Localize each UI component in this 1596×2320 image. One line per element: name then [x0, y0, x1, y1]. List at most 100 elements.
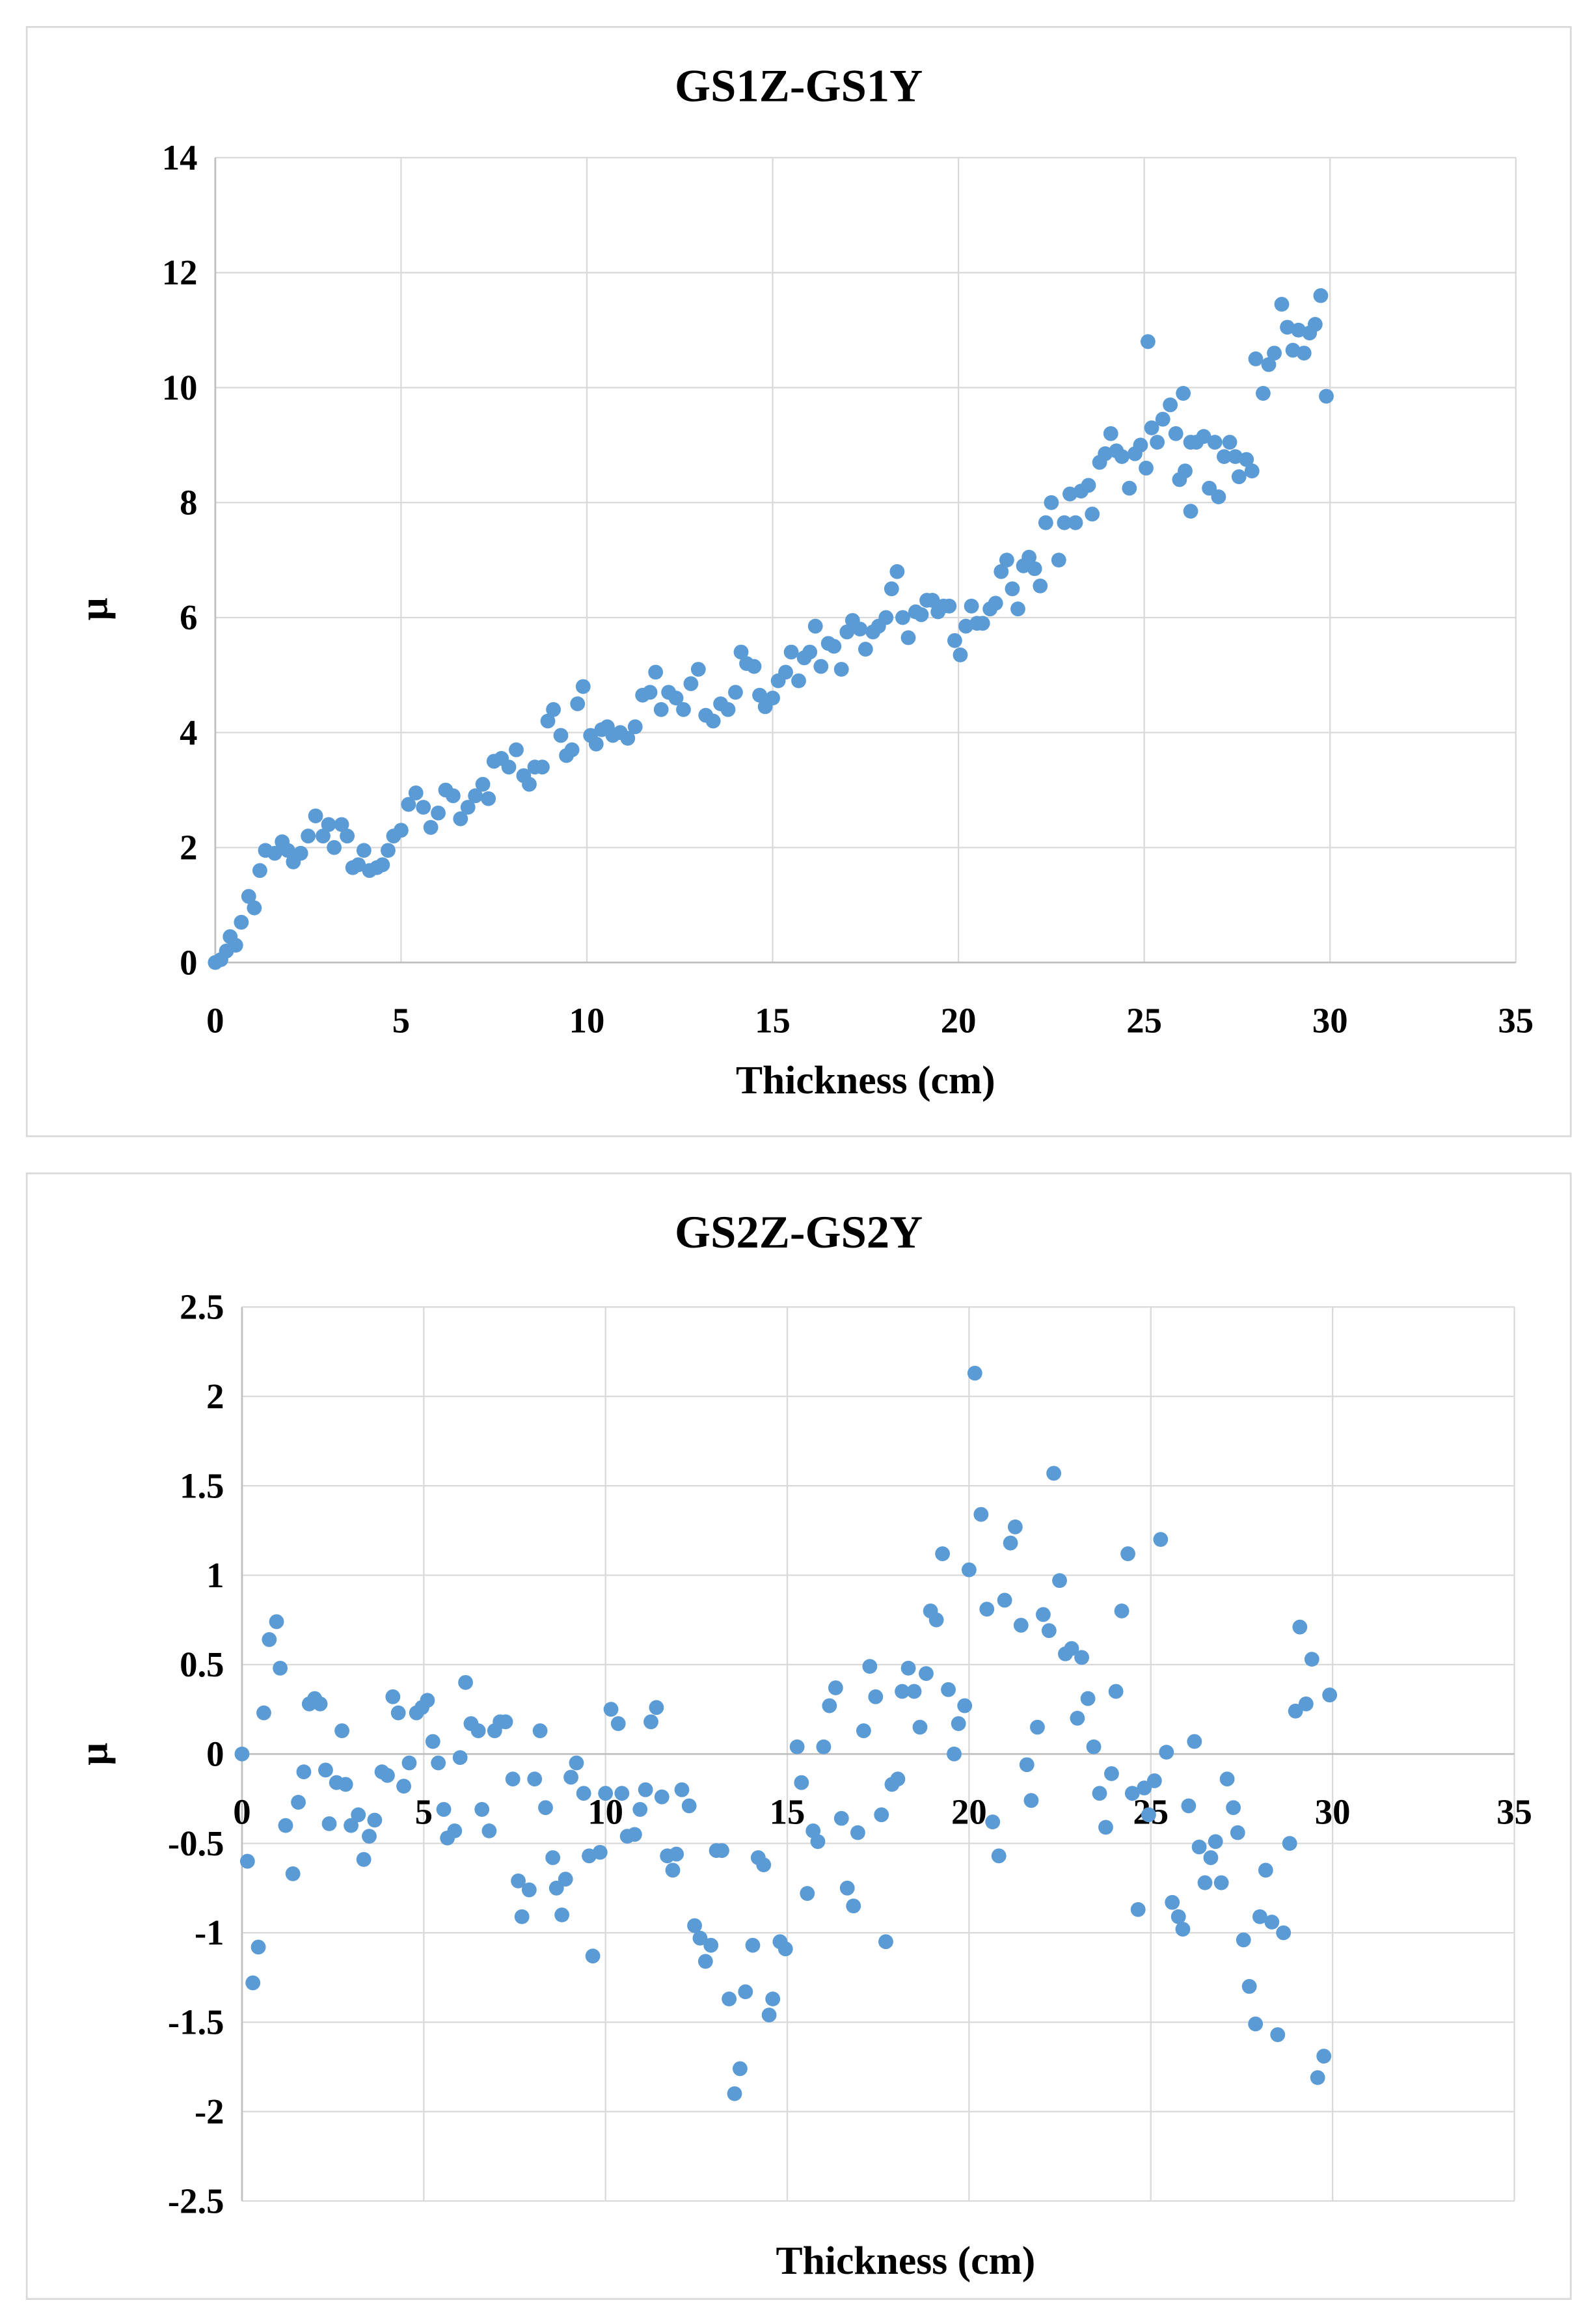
data-point	[509, 742, 524, 757]
data-point	[816, 1739, 832, 1754]
data-point	[925, 593, 940, 608]
y-tick-label: 0.5	[180, 1644, 224, 1684]
data-point	[1226, 1800, 1241, 1816]
y-tick-label: 10	[162, 368, 198, 407]
data-point	[1098, 1820, 1113, 1835]
data-point	[906, 1684, 922, 1699]
data-point	[334, 817, 349, 832]
data-point	[1030, 1719, 1045, 1735]
data-point	[1270, 2027, 1286, 2042]
data-point	[890, 1771, 906, 1787]
data-point	[1168, 426, 1183, 441]
data-point	[648, 664, 664, 680]
data-point	[681, 1798, 697, 1814]
data-point	[756, 1857, 772, 1872]
data-point	[1010, 601, 1025, 617]
data-point	[344, 1818, 358, 1833]
data-point	[1230, 1825, 1245, 1840]
data-point	[1159, 1745, 1174, 1760]
data-point	[828, 1680, 843, 1696]
data-point	[468, 788, 483, 804]
data-point	[1236, 1932, 1251, 1948]
data-point	[1181, 1798, 1197, 1814]
y-tick-label: 2	[206, 1376, 224, 1416]
data-point	[234, 914, 249, 930]
data-point	[1023, 1793, 1039, 1808]
data-point	[727, 2086, 742, 2101]
data-point	[1068, 515, 1083, 530]
data-point	[1051, 553, 1066, 568]
y-tick-label: 4	[180, 713, 197, 752]
data-point	[1292, 1619, 1308, 1635]
data-point	[1141, 1807, 1156, 1823]
data-point	[889, 564, 905, 579]
data-point	[1207, 435, 1223, 450]
data-point	[532, 1723, 548, 1738]
y-tick-label: -2	[195, 2092, 224, 2131]
data-point	[1267, 346, 1282, 361]
x-tick-label: 25	[1126, 1000, 1162, 1040]
data-point	[603, 1702, 619, 1717]
data-point	[822, 1698, 837, 1713]
data-point	[527, 1771, 543, 1787]
data-point	[1280, 320, 1295, 335]
data-point	[947, 1746, 962, 1762]
data-point	[826, 638, 842, 654]
x-tick-label: 5	[415, 1792, 433, 1831]
data-point	[1176, 386, 1191, 401]
data-point	[761, 2007, 777, 2023]
data-point	[714, 1843, 729, 1859]
data-point	[807, 618, 823, 634]
data-point	[385, 1689, 401, 1704]
data-point	[1114, 1604, 1129, 1618]
data-point	[1139, 460, 1154, 476]
data-point	[1291, 322, 1306, 338]
data-point	[1319, 389, 1334, 404]
data-point	[1007, 1519, 1023, 1535]
data-point	[722, 1991, 737, 2007]
data-point	[1208, 1834, 1223, 1849]
data-point	[285, 1866, 301, 1881]
data-point	[1217, 449, 1232, 465]
data-point	[312, 1696, 328, 1712]
x-tick-label: 10	[569, 1000, 605, 1040]
data-point	[575, 679, 591, 694]
data-point	[1027, 561, 1042, 577]
data-point	[1252, 1909, 1267, 1924]
y-tick-label: 12	[162, 252, 198, 292]
data-point	[997, 1592, 1012, 1608]
data-point	[1080, 1691, 1096, 1706]
data-point	[1196, 429, 1211, 444]
data-point	[321, 817, 336, 832]
data-point	[474, 1802, 490, 1817]
data-point	[1133, 437, 1148, 453]
data-point	[535, 759, 550, 775]
data-point	[935, 1546, 951, 1561]
chart-gs1: GS1Z-GS1Y Thickness (cm) μ 0 5 10 15 20 25 30 3…	[25, 26, 1572, 1138]
data-point	[1264, 1915, 1280, 1930]
data-point	[1044, 495, 1059, 510]
data-point	[1041, 1623, 1057, 1639]
data-point	[538, 1800, 553, 1816]
data-point	[674, 1782, 690, 1797]
y-axis-label: μ	[72, 1743, 116, 1766]
data-point	[800, 1886, 815, 1901]
data-point	[1322, 1687, 1338, 1702]
data-point	[436, 1802, 452, 1817]
y-tick-label: 14	[162, 137, 198, 177]
data-point	[293, 845, 308, 861]
data-point	[1062, 486, 1077, 502]
data-point	[588, 736, 604, 752]
data-point	[256, 1705, 271, 1721]
data-point	[778, 664, 793, 680]
data-point	[1316, 2049, 1332, 2064]
data-point	[765, 690, 780, 706]
data-point	[1146, 1773, 1162, 1788]
data-point	[563, 1769, 579, 1785]
data-point	[654, 1789, 670, 1805]
data-point	[1120, 1546, 1135, 1561]
data-point	[301, 828, 316, 844]
data-point	[1114, 449, 1129, 465]
data-point	[1085, 506, 1100, 522]
data-point	[546, 702, 561, 717]
